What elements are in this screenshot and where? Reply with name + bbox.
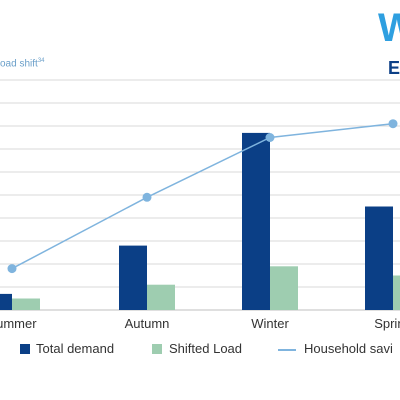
point-household-savings [7,264,17,274]
chart-subtitle: oad shift34 [0,58,45,70]
bar-total-demand [242,132,270,310]
point-household-savings [265,133,275,142]
legend-label: Total demand [36,341,115,356]
x-tick-label: Autumn [125,316,170,331]
x-tick-label: Summer [0,316,37,331]
legend-swatch-shifted-load [152,344,162,354]
bar-shifted-load [270,266,298,310]
logo: W [378,6,400,50]
chart-legend: Total demand Shifted Load Household savi [0,340,400,358]
x-tick-label: Spring [374,316,400,331]
x-tick-label: Winter [251,316,289,331]
legend-label: Shifted Load [169,341,243,356]
legend-label: Household savi [304,341,393,356]
point-household-savings [142,192,152,202]
point-household-savings [388,119,398,129]
bar-total-demand [119,245,147,310]
bar-shifted-load [12,298,40,310]
logo-subtext: E [388,58,400,78]
series-line-household-savings [11,122,394,270]
legend-swatch-total-demand [20,344,30,354]
bar-total-demand [0,293,12,310]
bar-shifted-load [147,284,175,310]
legend-line-household-savings [278,349,296,351]
bar-total-demand [365,206,393,310]
bar-shifted-load [393,275,400,310]
